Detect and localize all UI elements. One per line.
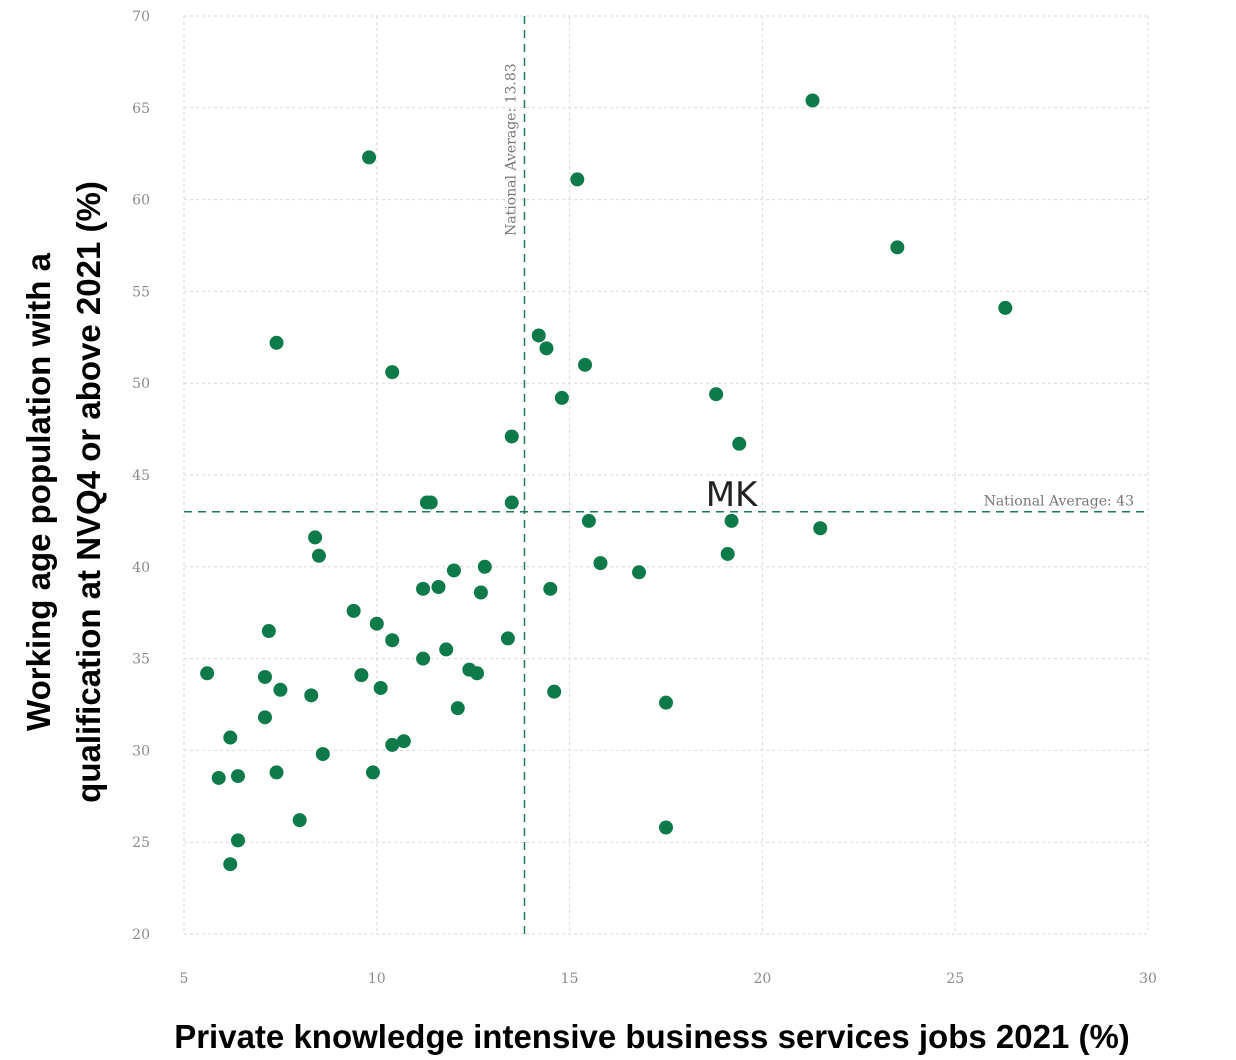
data-point [890, 240, 905, 255]
data-point [593, 556, 608, 571]
vertical-national-average-label: National Average: 13.83 [503, 63, 519, 236]
y-tick-label: 50 [132, 376, 150, 392]
data-point [346, 603, 361, 618]
data-point [223, 730, 238, 745]
y-tick-label: 40 [132, 560, 150, 576]
data-point [578, 357, 593, 372]
data-point [477, 559, 492, 574]
data-point [709, 387, 724, 402]
data-point [311, 548, 326, 563]
y-tick-label: 55 [132, 284, 150, 300]
y-axis-title-line-1: Working age population with a [20, 252, 57, 731]
data-point [230, 769, 245, 784]
data-point [416, 651, 431, 666]
data-point [547, 684, 562, 699]
data-point [373, 680, 388, 695]
annotations: MK [706, 475, 759, 515]
grid-lines [183, 15, 1149, 935]
y-tick-label: 35 [132, 652, 150, 668]
data-point [304, 688, 319, 703]
data-point [385, 737, 400, 752]
data-point [439, 642, 454, 657]
data-point [581, 513, 596, 528]
data-point [504, 429, 519, 444]
y-axis-title: Working age population with a qualificat… [20, 181, 107, 803]
x-tick-label: 15 [561, 971, 579, 987]
y-tick-label: 45 [132, 468, 150, 484]
data-point [504, 495, 519, 510]
data-point [230, 833, 245, 848]
data-point [470, 666, 485, 681]
y-axis-title-line-2: qualification at NVQ4 or above 2021 (%) [70, 181, 107, 803]
data-point [632, 565, 647, 580]
data-point [273, 682, 288, 697]
data-point [416, 581, 431, 596]
data-point [269, 335, 284, 350]
data-point [500, 631, 515, 646]
data-point [998, 300, 1013, 315]
annotation-label: MK [706, 475, 759, 515]
data-point [200, 666, 215, 681]
data-point [724, 513, 739, 528]
data-point [257, 669, 272, 684]
y-tick-label: 65 [132, 101, 150, 117]
x-tick-label: 5 [180, 971, 189, 987]
x-tick-label: 10 [368, 971, 386, 987]
data-point [805, 93, 820, 108]
data-point [385, 633, 400, 648]
y-tick-label: 20 [132, 927, 150, 943]
data-point [659, 820, 673, 835]
data-point [813, 521, 828, 536]
x-tick-label: 25 [946, 971, 964, 987]
data-point [223, 857, 238, 872]
data-point [543, 581, 558, 596]
tick-labels: 5 10 15 20 25 30 20 25 30 35 40 45 50 55 60 65 70 [132, 9, 1157, 987]
data-point [257, 710, 272, 725]
data-point [315, 747, 330, 762]
data-point [570, 172, 585, 187]
data-point [369, 616, 384, 631]
data-point [423, 495, 438, 510]
data-point [211, 770, 226, 785]
y-tick-label: 60 [132, 193, 150, 209]
y-tick-label: 25 [132, 835, 150, 851]
data-point [365, 765, 380, 780]
data-point [261, 624, 276, 639]
x-tick-label: 20 [753, 971, 771, 987]
data-point [554, 390, 569, 405]
data-point [385, 365, 400, 380]
y-tick-label: 30 [132, 743, 150, 759]
data-point [354, 668, 369, 683]
data-point [308, 530, 323, 545]
y-tick-label: 70 [132, 9, 150, 25]
data-point [431, 579, 446, 594]
data-point [269, 765, 284, 780]
data-point [446, 563, 461, 578]
data-point [396, 734, 411, 749]
x-axis-title: Private knowledge intensive business ser… [174, 1018, 1130, 1055]
horizontal-national-average-label: National Average: 43 [984, 494, 1134, 510]
data-point [362, 150, 377, 165]
data-point [659, 695, 673, 710]
x-tick-label: 30 [1139, 971, 1157, 987]
data-point [292, 813, 307, 828]
reference-lines: National Average: 13.83 National Average… [184, 16, 1148, 934]
data-point [450, 701, 465, 716]
data-point [473, 585, 488, 600]
data-point [531, 328, 546, 343]
data-points [200, 93, 1013, 872]
data-point [539, 341, 554, 356]
data-point [732, 436, 747, 451]
data-point [720, 546, 735, 561]
